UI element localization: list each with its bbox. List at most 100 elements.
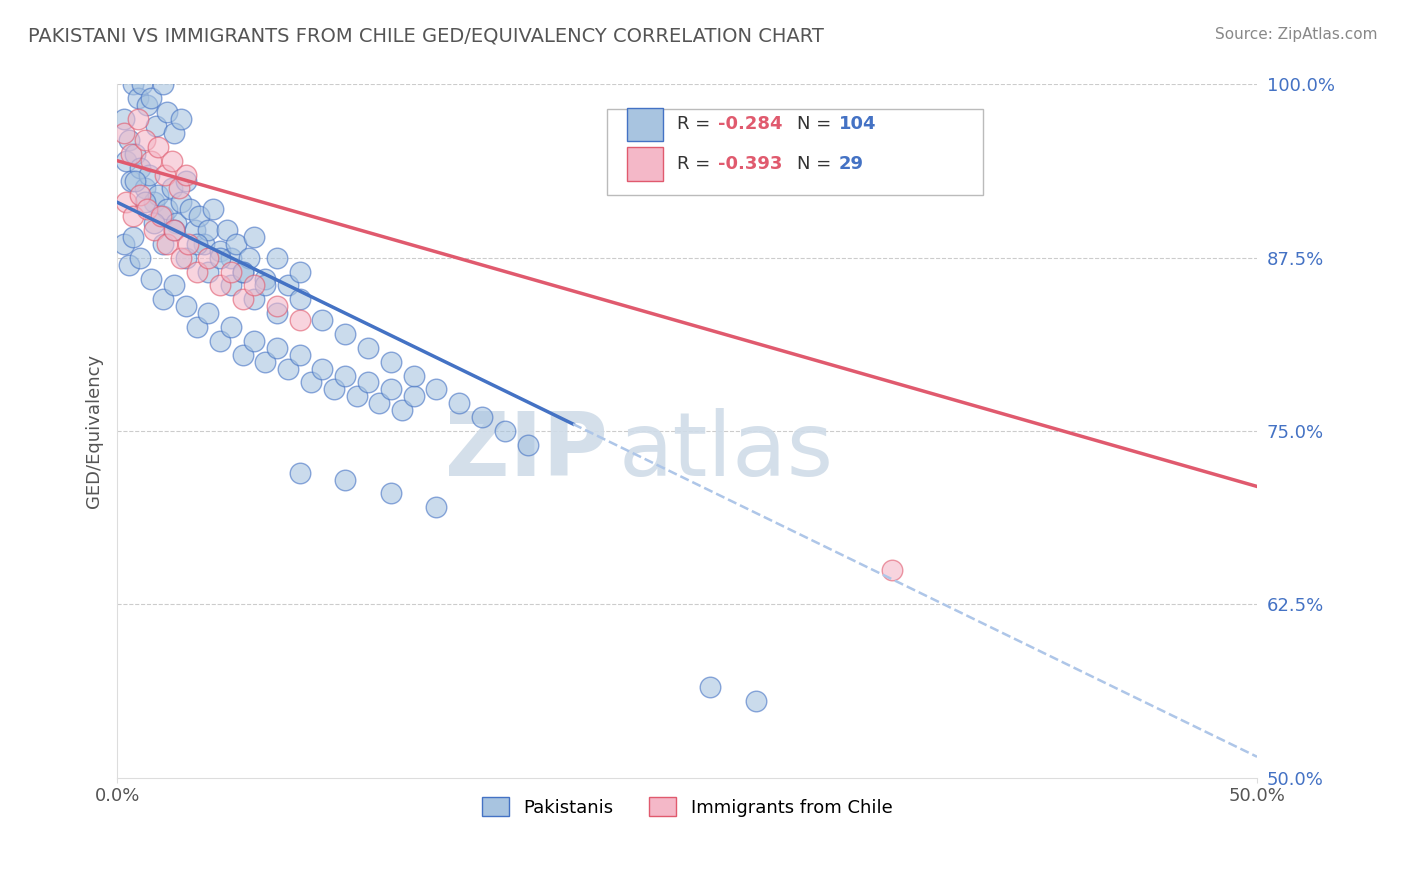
Point	[138, 168, 160, 182]
Point	[197, 264, 219, 278]
FancyBboxPatch shape	[607, 109, 983, 195]
Point	[208, 251, 231, 265]
Point	[117, 133, 139, 147]
Point	[174, 174, 197, 188]
Point	[197, 306, 219, 320]
Point	[494, 424, 516, 438]
Point	[219, 320, 242, 334]
Point	[112, 236, 135, 251]
Point	[254, 278, 277, 293]
Point	[368, 396, 391, 410]
Point	[141, 271, 163, 285]
Point	[166, 216, 188, 230]
Point	[183, 223, 205, 237]
Text: -0.284: -0.284	[718, 115, 782, 133]
Point	[380, 383, 402, 397]
Point	[333, 326, 356, 341]
Point	[471, 410, 494, 425]
Point	[149, 209, 172, 223]
Point	[145, 119, 167, 133]
Point	[186, 320, 208, 334]
Text: -0.393: -0.393	[718, 155, 782, 173]
Point	[127, 112, 149, 127]
Point	[402, 368, 425, 383]
Point	[122, 78, 145, 92]
Point	[254, 354, 277, 368]
Point	[170, 112, 193, 127]
Point	[115, 195, 138, 210]
Point	[243, 278, 266, 293]
Text: 104: 104	[839, 115, 876, 133]
Point	[197, 223, 219, 237]
Point	[288, 466, 311, 480]
Point	[120, 146, 142, 161]
Point	[243, 334, 266, 348]
Point	[266, 306, 288, 320]
Point	[163, 223, 186, 237]
Point	[115, 153, 138, 168]
Point	[311, 361, 333, 376]
Point	[232, 264, 254, 278]
Point	[699, 681, 721, 695]
Point	[160, 153, 183, 168]
FancyBboxPatch shape	[627, 147, 664, 181]
Point	[141, 91, 163, 105]
Point	[232, 264, 254, 278]
Point	[160, 181, 183, 195]
Point	[449, 396, 471, 410]
Point	[134, 133, 156, 147]
Point	[380, 354, 402, 368]
Point	[156, 236, 179, 251]
Point	[266, 299, 288, 313]
Point	[425, 383, 447, 397]
Point	[744, 694, 766, 708]
Point	[163, 126, 186, 140]
Point	[208, 334, 231, 348]
Text: R =: R =	[676, 115, 716, 133]
Point	[197, 251, 219, 265]
Point	[391, 403, 413, 417]
Point	[288, 313, 311, 327]
Point	[129, 188, 152, 202]
Text: PAKISTANI VS IMMIGRANTS FROM CHILE GED/EQUIVALENCY CORRELATION CHART: PAKISTANI VS IMMIGRANTS FROM CHILE GED/E…	[28, 27, 824, 45]
Point	[152, 209, 174, 223]
Point	[322, 383, 344, 397]
Text: atlas: atlas	[619, 409, 834, 495]
Point	[174, 168, 197, 182]
Point	[174, 299, 197, 313]
Point	[380, 486, 402, 500]
Point	[186, 236, 208, 251]
Point	[135, 202, 157, 217]
Point	[215, 223, 238, 237]
Point	[266, 341, 288, 355]
Point	[163, 278, 186, 293]
Point	[219, 264, 242, 278]
Point	[188, 209, 211, 223]
Point	[357, 376, 380, 390]
Point	[163, 223, 186, 237]
Point	[266, 251, 288, 265]
Point	[134, 181, 156, 195]
Point	[193, 236, 215, 251]
Point	[238, 251, 260, 265]
Point	[117, 258, 139, 272]
Point	[153, 168, 176, 182]
Point	[127, 91, 149, 105]
Point	[346, 389, 368, 403]
Point	[167, 181, 190, 195]
Point	[129, 251, 152, 265]
Point	[288, 348, 311, 362]
Text: N =: N =	[797, 115, 837, 133]
Point	[516, 438, 538, 452]
Point	[170, 195, 193, 210]
Point	[142, 223, 165, 237]
Point	[208, 278, 231, 293]
Point	[152, 236, 174, 251]
Point	[174, 251, 197, 265]
Point	[288, 293, 311, 307]
Text: N =: N =	[797, 155, 837, 173]
Point	[232, 348, 254, 362]
Point	[131, 78, 153, 92]
Point	[135, 98, 157, 112]
Point	[148, 188, 170, 202]
